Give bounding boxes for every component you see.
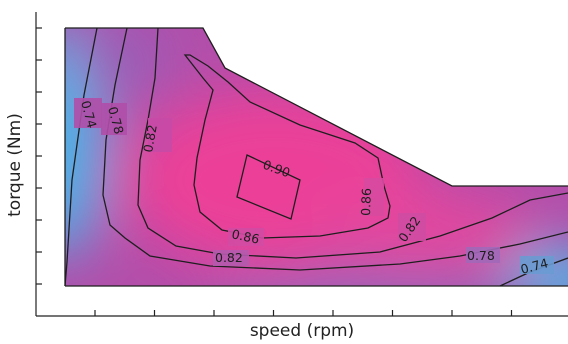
contour-label: 0.82 (140, 123, 160, 153)
contour-label: 0.74 (519, 255, 550, 277)
contour-0.78-left (102, 27, 568, 271)
contour-label: 0.78 (467, 248, 495, 263)
contour-0.90 (236, 154, 301, 220)
contour-0.74-left (64, 27, 98, 287)
contour-label: 0.74 (78, 99, 100, 130)
y-axis-label: torque (Nm) (5, 113, 25, 217)
contour-0.86 (183, 54, 391, 239)
x-axis-ticks (94, 310, 513, 316)
contour-label: 0.86 (230, 226, 260, 246)
contour-0.82 (137, 27, 568, 259)
contour-label: 0.86 (358, 188, 374, 216)
heatmap-region (65, 28, 568, 286)
y-axis-ticks (36, 27, 42, 285)
contour-label: 0.78 (105, 105, 127, 136)
contour-label: 0.82 (215, 250, 243, 265)
x-axis-label: speed (rpm) (250, 321, 354, 341)
contour-lines (64, 27, 568, 287)
contour-label-group: 0.74 0.78 0.82 0.90 0.86 0.82 0.86 0.82 … (74, 98, 554, 277)
